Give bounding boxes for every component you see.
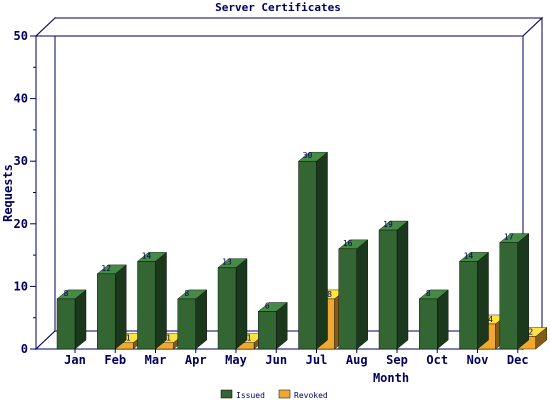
y-tick-label: 0 <box>21 342 28 356</box>
x-tick-label: Nov <box>467 353 489 367</box>
data-label-revoked: 4 <box>488 315 493 324</box>
data-label-issued: 8 <box>64 289 69 298</box>
bar-issued <box>378 220 409 350</box>
x-tick-label: Apr <box>185 353 207 367</box>
data-label-issued: 16 <box>343 239 353 248</box>
data-label-revoked: 1 <box>126 334 131 343</box>
left-wall <box>35 16 56 351</box>
data-label-issued: 8 <box>184 289 189 298</box>
legend-label: Revoked <box>294 391 328 400</box>
bar-issued <box>418 289 449 350</box>
y-tick-label: 40 <box>14 92 28 106</box>
legend: Issued Revoked <box>220 389 328 400</box>
bar-issued <box>177 289 208 350</box>
y-tick-label: 30 <box>14 154 28 168</box>
x-tick-label: Feb <box>104 353 126 367</box>
data-label-revoked: 8 <box>327 290 332 299</box>
x-axis: Jan Feb Mar Apr May Jun Jul Aug Sep Oct Nov Dec <box>64 349 529 367</box>
y-tick-label: 20 <box>14 217 28 231</box>
x-tick-label: Dec <box>507 353 529 367</box>
bar-issued <box>297 151 329 350</box>
top-wall <box>34 17 544 37</box>
data-label-issued: 12 <box>101 264 111 273</box>
x-tick-label: Jun <box>265 353 287 367</box>
chart-title: Server Certificates <box>215 1 341 14</box>
y-axis-label: Requests <box>1 164 15 222</box>
data-label-revoked: 1 <box>247 334 252 343</box>
data-label-issued: 6 <box>265 301 270 310</box>
y-tick-label: 50 <box>14 29 28 43</box>
x-tick-label: Jan <box>64 353 86 367</box>
bar-issued <box>499 233 530 350</box>
bar-issued <box>56 289 87 350</box>
data-label-revoked: 2 <box>528 327 533 336</box>
bar-issued <box>217 258 248 350</box>
x-tick-label: Sep <box>386 353 408 367</box>
x-tick-label: Mar <box>145 353 167 367</box>
x-tick-label: Aug <box>346 353 368 367</box>
x-tick-label: Oct <box>426 353 448 367</box>
data-label-issued: 13 <box>222 258 232 267</box>
legend-swatch <box>278 389 291 399</box>
bar-issued <box>136 251 168 350</box>
bar-issued <box>338 239 369 350</box>
x-tick-label: May <box>225 353 247 367</box>
legend-swatch <box>220 389 233 399</box>
data-label-revoked: 1 <box>166 334 171 343</box>
data-label-issued: 14 <box>142 251 152 260</box>
x-axis-label: Month <box>373 371 409 385</box>
data-label-issued: 17 <box>504 233 514 242</box>
y-axis: 0 10 20 30 40 50 <box>14 29 36 356</box>
bar-issued <box>257 302 288 350</box>
bars: 8 1 12 1 14 8 1 13 6 8 30 16 19 8 4 14 2 17 <box>56 151 548 350</box>
data-label-issued: 14 <box>464 251 474 260</box>
legend-label: Issued <box>236 391 265 400</box>
x-tick-label: Jul <box>306 353 328 367</box>
bar-issued <box>458 251 490 350</box>
data-label-issued: 30 <box>303 151 313 160</box>
data-label-issued: 19 <box>383 220 393 229</box>
y-tick-label: 10 <box>14 279 28 293</box>
bar-issued <box>96 264 127 350</box>
data-label-issued: 8 <box>426 289 431 298</box>
